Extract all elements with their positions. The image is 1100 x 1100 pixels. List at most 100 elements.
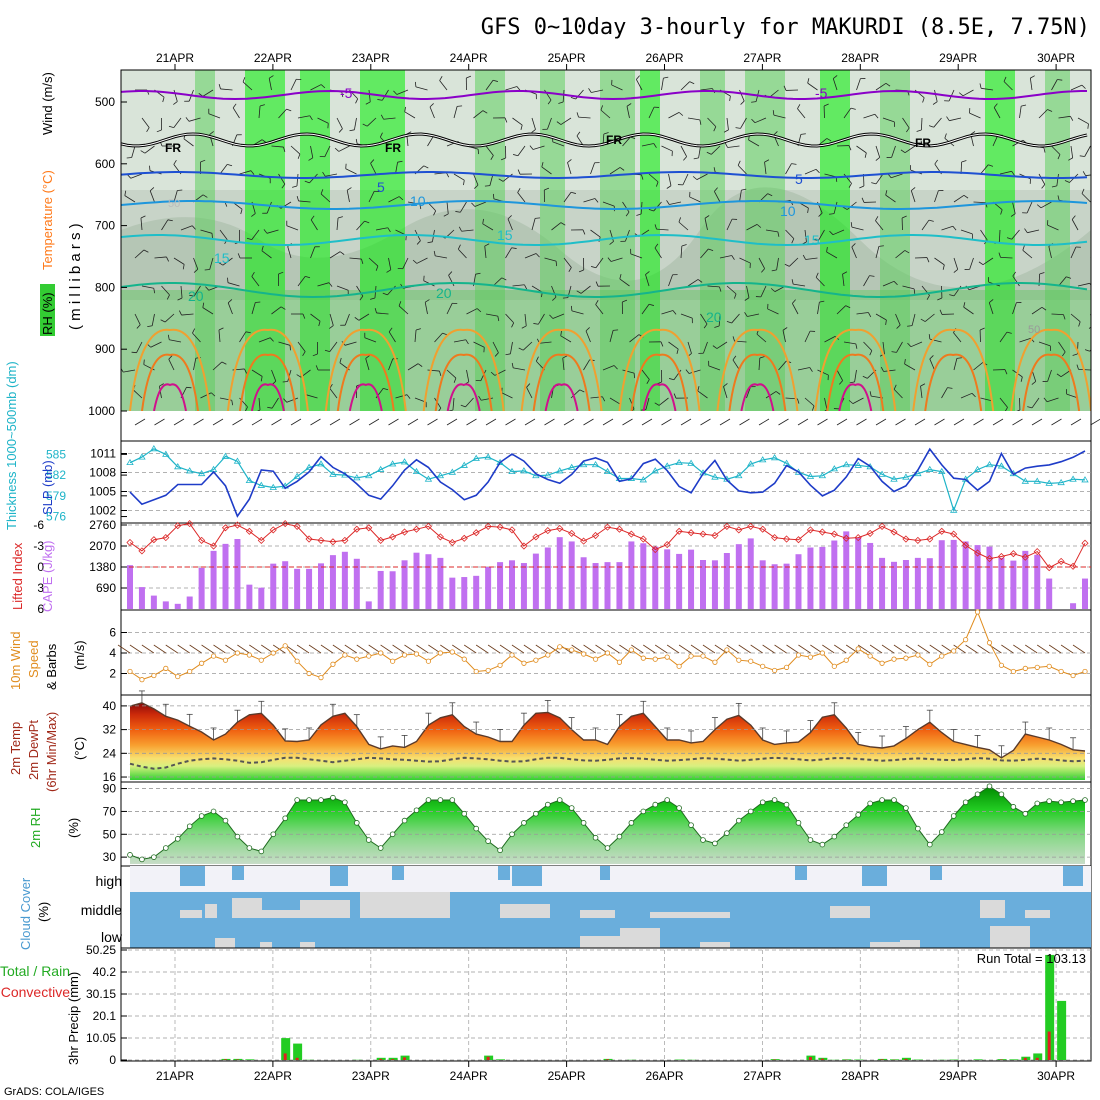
cape-bar xyxy=(234,539,241,609)
wind-barb-flag xyxy=(1041,306,1047,311)
rh-marker xyxy=(258,848,265,855)
wind-barb xyxy=(890,173,903,179)
rh-marker xyxy=(342,799,348,806)
wind-barb xyxy=(895,313,901,326)
temp-contour-25 xyxy=(129,328,211,411)
wind-barb xyxy=(610,257,623,262)
wind-speed-marker xyxy=(437,650,443,656)
wind-barb xyxy=(680,81,690,91)
wind-barb xyxy=(875,145,881,158)
wind-barb xyxy=(1012,275,1020,287)
wind-barb xyxy=(727,145,740,148)
wind-barb xyxy=(687,341,692,354)
wind-barb xyxy=(687,279,699,287)
wind-speed-marker xyxy=(951,648,957,654)
wind-barb xyxy=(404,111,416,119)
wind-barb-flag xyxy=(777,231,780,237)
wind-barb-flag xyxy=(1056,373,1062,378)
wind-speed-marker xyxy=(1046,663,1052,669)
cape-bar xyxy=(365,601,372,609)
rh-marker xyxy=(354,820,360,826)
wind-barb xyxy=(173,117,182,128)
wind-barb xyxy=(532,145,545,150)
wind-barb-flag xyxy=(261,245,264,251)
wind-barb xyxy=(680,313,693,319)
wind-barb xyxy=(965,644,978,654)
rh-marker xyxy=(1022,810,1029,817)
wind-barb xyxy=(505,313,514,324)
rh-marker xyxy=(819,841,826,848)
wind-barb-flag xyxy=(723,129,729,133)
wind-barb-flag xyxy=(507,215,512,220)
wind-barb-flag xyxy=(953,269,958,273)
bottom-date-label: 24APR xyxy=(450,1069,488,1083)
wind-barb xyxy=(461,229,474,232)
pressure-label: 500 xyxy=(95,95,115,109)
wind-barb-flag xyxy=(318,321,321,327)
rh-area xyxy=(130,786,1085,864)
wind-barb-flag xyxy=(850,222,853,228)
wind-barb xyxy=(962,89,974,97)
lifted-index-marker xyxy=(174,522,182,530)
wind-barb xyxy=(1026,201,1033,214)
wind-barb xyxy=(290,79,297,91)
wind-barb-flag xyxy=(192,328,196,334)
wind-barb-flag xyxy=(906,127,910,133)
contour-label: FR xyxy=(915,136,931,150)
cape-bar xyxy=(210,550,217,609)
lifted-index-marker xyxy=(890,528,898,536)
rh-marker xyxy=(139,856,145,863)
cloud-high-block xyxy=(795,866,807,880)
wind-barb xyxy=(129,644,143,654)
wind-speed-marker xyxy=(1022,665,1028,671)
wind-barb-flag xyxy=(961,160,967,163)
cloud-middle-block xyxy=(205,904,217,918)
wind-barb-flag xyxy=(878,245,884,247)
wind-barb-flag xyxy=(143,249,149,253)
wind-barb xyxy=(953,257,959,270)
wind-barb xyxy=(609,167,621,175)
lifted-index-marker xyxy=(675,527,683,535)
wind-speed-marker xyxy=(867,653,873,659)
wind-barb-flag xyxy=(516,86,521,91)
temp-contour-30 xyxy=(336,353,395,411)
wind-barb-flag xyxy=(320,84,326,89)
wind-barb-flag xyxy=(685,369,690,374)
wind-speed-marker xyxy=(306,670,312,677)
wind-barb-flag xyxy=(1081,84,1086,89)
wind-barb xyxy=(305,394,318,399)
wind-barb-flag xyxy=(309,115,313,121)
wind-barb xyxy=(1031,306,1043,315)
rh-marker xyxy=(306,797,312,803)
thickness-marker xyxy=(902,473,910,480)
temp-axis-label: 16 xyxy=(103,770,117,784)
wind-barb xyxy=(760,285,767,298)
cape-bar xyxy=(735,544,742,609)
precip-total-bar xyxy=(233,1058,243,1060)
lifted-index-label: -3 xyxy=(33,539,44,553)
wind-barb xyxy=(1012,302,1017,315)
wind-barb-flag xyxy=(504,117,508,123)
wind-barb-flag xyxy=(845,305,851,309)
rh-marker xyxy=(222,817,229,824)
wind-barb-flag xyxy=(457,105,463,107)
wind-barb-flag xyxy=(744,297,750,301)
wind-barb-flag xyxy=(297,153,301,159)
wind-barb xyxy=(602,365,615,371)
contour-label: 15 xyxy=(214,250,230,266)
wind-barb xyxy=(356,220,365,231)
wind-barb-flag xyxy=(458,226,462,232)
wind-barb xyxy=(767,308,779,315)
wind-barb xyxy=(271,397,279,409)
wind-barb-flag xyxy=(591,266,597,269)
thickness-marker xyxy=(926,465,934,472)
wind-barb xyxy=(212,361,223,371)
thickness-marker xyxy=(591,460,600,468)
wind-barb xyxy=(317,282,330,287)
wind-barb xyxy=(726,644,740,654)
wind-barb-flag xyxy=(476,308,482,313)
wind-barb-flag xyxy=(482,218,484,224)
wind-barb-flag xyxy=(359,295,364,301)
wind-barb-flag xyxy=(849,381,855,384)
wind-barb xyxy=(668,341,679,350)
